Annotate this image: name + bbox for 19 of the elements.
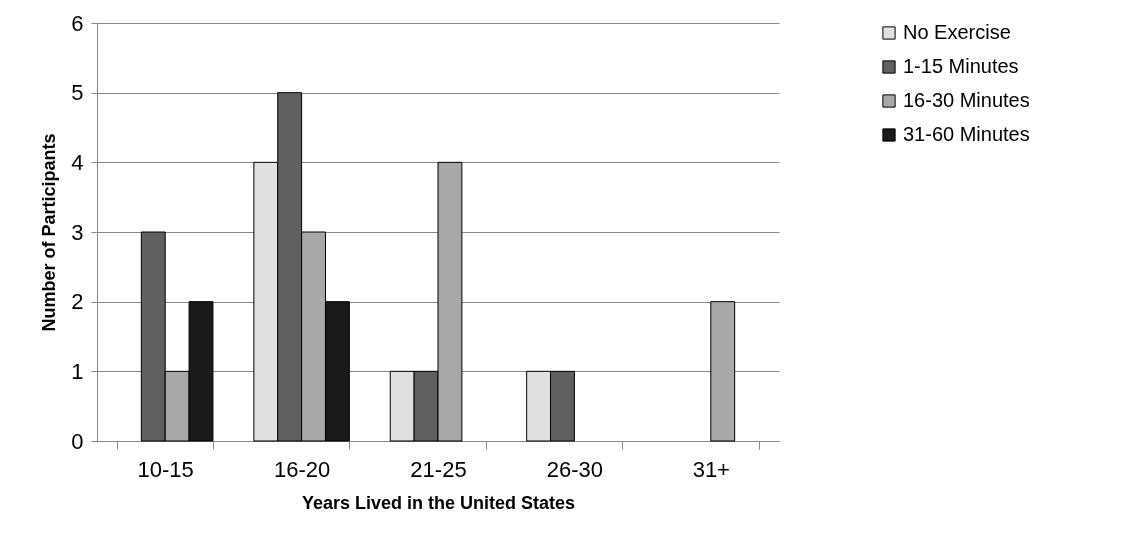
y-tick-label: 4 (71, 149, 84, 175)
bar (710, 301, 736, 442)
legend-label: 1-15 Minutes (903, 55, 1019, 77)
legend-label: No Exercise (903, 21, 1011, 43)
y-tick-label: 1 (71, 358, 84, 384)
y-tick-label: 0 (71, 428, 84, 454)
y-tick-label: 5 (71, 80, 84, 106)
x-tick-label: 31+ (692, 456, 730, 482)
y-tick-label: 2 (71, 289, 84, 315)
x-tick-label: 21-25 (410, 456, 467, 482)
x-axis-title: Years Lived in the United States (301, 492, 576, 513)
legend-label: 16-30 Minutes (903, 89, 1030, 111)
x-tick-label: 10-15 (137, 456, 194, 482)
y-tick-label: 3 (71, 219, 84, 245)
y-axis-title: Number of Participants (39, 133, 60, 332)
x-tick-label: 26-30 (546, 456, 604, 482)
y-tick-label: 6 (71, 10, 84, 36)
x-tick-label: 16-20 (273, 456, 331, 482)
legend-label: 31-60 Minutes (903, 123, 1030, 145)
